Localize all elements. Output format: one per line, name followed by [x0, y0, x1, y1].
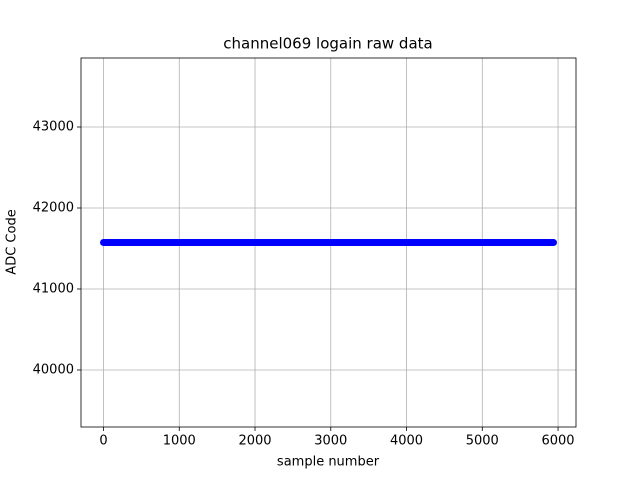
x-tick-label: 6000 [541, 434, 574, 449]
x-tick-label: 5000 [466, 434, 499, 449]
chart-title: channel069 logain raw data [223, 35, 432, 53]
plot-frame [80, 57, 577, 428]
y-tick-label: 43000 [33, 120, 74, 135]
x-tick-label: 3000 [314, 434, 347, 449]
x-axis-label: sample number [277, 455, 380, 470]
y-tick-label: 40000 [33, 362, 74, 377]
x-tick-label: 1000 [163, 434, 196, 449]
x-tick-label: 0 [99, 434, 107, 449]
y-tick-label: 42000 [33, 200, 74, 215]
x-tick-label: 4000 [390, 434, 423, 449]
x-tick-label: 2000 [238, 434, 271, 449]
y-tick-label: 41000 [33, 281, 74, 296]
y-axis-label: ADC Code [5, 209, 20, 274]
